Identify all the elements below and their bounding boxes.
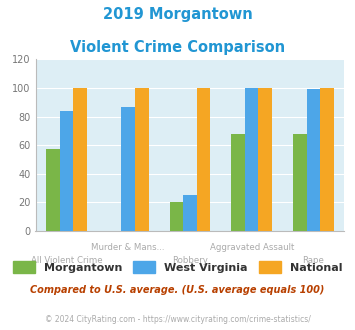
Text: All Violent Crime: All Violent Crime <box>31 256 102 265</box>
Bar <box>231 134 245 231</box>
Text: Rape: Rape <box>302 256 324 265</box>
Text: Aggravated Assault: Aggravated Assault <box>209 243 294 251</box>
Text: Murder & Mans...: Murder & Mans... <box>91 243 165 251</box>
Bar <box>307 89 320 231</box>
Bar <box>121 107 135 231</box>
Bar <box>258 88 272 231</box>
Bar <box>245 88 258 231</box>
Bar <box>320 88 334 231</box>
Bar <box>197 88 210 231</box>
Text: 2019 Morgantown: 2019 Morgantown <box>103 7 252 21</box>
Bar <box>135 88 148 231</box>
Bar <box>293 134 307 231</box>
Bar <box>46 149 60 231</box>
Bar <box>170 202 183 231</box>
Text: Compared to U.S. average. (U.S. average equals 100): Compared to U.S. average. (U.S. average … <box>30 285 325 295</box>
Bar <box>60 111 73 231</box>
Bar <box>183 195 197 231</box>
Text: Violent Crime Comparison: Violent Crime Comparison <box>70 40 285 54</box>
Bar <box>73 88 87 231</box>
Text: © 2024 CityRating.com - https://www.cityrating.com/crime-statistics/: © 2024 CityRating.com - https://www.city… <box>45 315 310 324</box>
Legend: Morgantown, West Virginia, National: Morgantown, West Virginia, National <box>12 261 343 273</box>
Text: Robbery: Robbery <box>172 256 208 265</box>
